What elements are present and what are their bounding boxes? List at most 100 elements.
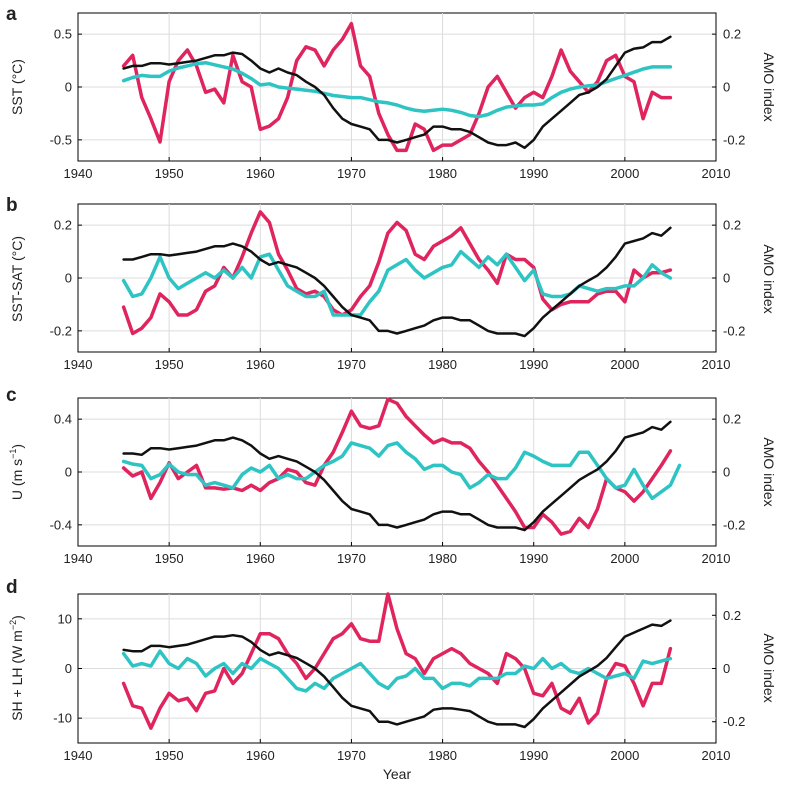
panel-b-xtick-label: 2000 xyxy=(610,357,639,372)
panel-d-x-ticks: 1940 1950 1960 1970 1980 1990 2000 2010 xyxy=(64,739,731,763)
panel-c-series-pink xyxy=(121,397,673,536)
panel-d-xtick-label: 1990 xyxy=(519,748,548,763)
panel-d-ytick-right-label: 0 xyxy=(723,661,730,676)
panel-c-right-ticks: 0.2 0 -0.2 xyxy=(712,412,745,532)
panel-a-ytick-label: 0 xyxy=(65,80,72,95)
panel-a-ylabel: SST (°C) xyxy=(9,59,25,115)
panel-d-right-ticks: 0.2 0 -0.2 xyxy=(712,608,745,729)
panel-b-ylabel: SST-SAT (°C) xyxy=(9,236,25,322)
panel-d-xtick-label: 1970 xyxy=(337,748,366,763)
panel-b-left-ticks: 0.2 0 -0.2 xyxy=(50,218,82,338)
panel-d-letter: d xyxy=(6,577,18,598)
panel-d-left-ticks: 10 0 -10 xyxy=(53,611,82,726)
panel-b-xtick-label: 1980 xyxy=(428,357,457,372)
panel-a-right-ticks: 0.2 0 -0.2 xyxy=(712,27,745,147)
panel-c-ylabel-right: AMO index xyxy=(761,437,777,506)
panel-b-xtick-label: 1960 xyxy=(246,357,275,372)
panel-c-ytick-label: 0 xyxy=(65,465,72,480)
panel-b-xtick-label: 1950 xyxy=(155,357,184,372)
panel-d-ylabel: SH + LH (W m−2) xyxy=(8,615,25,721)
panel-c-xtick-label: 1950 xyxy=(155,551,184,566)
panel-d-ytick-right-label: 0.2 xyxy=(723,608,741,623)
panel-c-lines xyxy=(121,397,682,536)
panel-d-ylabel-right: AMO index xyxy=(761,633,777,702)
panel-a-grid xyxy=(78,13,716,161)
panel-b-xtick-label: 1990 xyxy=(519,357,548,372)
x-axis-label: Year xyxy=(383,766,412,782)
panel-c-xtick-label: 2010 xyxy=(702,551,731,566)
panel-d-ytick-label: 10 xyxy=(58,611,72,626)
panel-a-xtick-label: 1970 xyxy=(337,166,366,181)
panel-c-xtick-label: 1970 xyxy=(337,551,366,566)
panel-c-ylabel-sup: −1 xyxy=(8,449,18,459)
panel-a-xtick-label: 1950 xyxy=(155,166,184,181)
panel-a-xtick-label: 1940 xyxy=(64,166,93,181)
panel-b-xtick-label: 2010 xyxy=(702,357,731,372)
panel-b-ytick-label: 0.2 xyxy=(54,218,72,233)
panel-c-ytick-label: -0.4 xyxy=(50,517,72,532)
panel-a: a 0.5 0 -0.5 0.2 0 -0.2 1940 1950 1960 1970 1980… xyxy=(6,4,777,181)
panel-a-ytick-right-label: -0.2 xyxy=(723,132,745,147)
panel-a-series-amo xyxy=(122,35,672,150)
panel-a-lines xyxy=(121,21,673,153)
panel-c-ytick-right-label: 0 xyxy=(723,465,730,480)
panel-a-xtick-label: 1960 xyxy=(246,166,275,181)
panel-c-left-ticks: 0.4 0 -0.4 xyxy=(50,412,82,532)
panel-b-ytick-label: -0.2 xyxy=(50,323,72,338)
panel-d-ylabel-main: SH + LH (W m xyxy=(9,630,25,721)
panel-b: b 0.2 0 -0.2 0.2 0 -0.2 1940 1950 1960 1970 1980… xyxy=(6,195,777,372)
panel-a-series-cyan xyxy=(121,60,673,119)
panel-a-xtick-label: 1980 xyxy=(428,166,457,181)
panel-d-xtick-label: 1980 xyxy=(428,748,457,763)
panel-c-ytick-right-label: -0.2 xyxy=(723,517,745,532)
panel-b-ytick-right-label: -0.2 xyxy=(723,323,745,338)
panel-c-ylabel: U (m s−1) xyxy=(8,444,25,500)
panel-b-series-amo xyxy=(122,226,672,338)
panel-c-ylabel-main: U (m s xyxy=(9,459,25,500)
panel-c-letter: c xyxy=(6,385,17,406)
panel-a-series-pink xyxy=(121,21,673,153)
panel-d-series-amo xyxy=(122,619,672,729)
panel-c-ytick-label: 0.4 xyxy=(54,412,72,427)
panel-d-xtick-label: 2010 xyxy=(702,748,731,763)
panel-d-xtick-label: 2000 xyxy=(610,748,639,763)
panel-c-xtick-label: 1980 xyxy=(428,551,457,566)
panel-b-ylabel-right: AMO index xyxy=(761,244,777,313)
panel-b-ytick-right-label: 0.2 xyxy=(723,218,741,233)
panel-b-x-ticks: 1940 1950 1960 1970 1980 1990 2000 2010 xyxy=(64,348,731,372)
panel-a-ytick-label: -0.5 xyxy=(50,132,72,147)
panel-a-xtick-label: 1990 xyxy=(519,166,548,181)
panel-a-x-ticks: 1940 1950 1960 1970 1980 1990 2000 2010 xyxy=(64,157,731,181)
panel-b-ytick-label: 0 xyxy=(65,271,72,286)
panel-d-lines xyxy=(121,592,673,730)
panel-a-left-ticks: 0.5 0 -0.5 xyxy=(50,27,82,147)
panel-c: c 0.4 0 -0.4 0.2 0 -0.2 1940 1950 1960 1970 1980… xyxy=(6,385,777,566)
panel-c-x-ticks: 1940 1950 1960 1970 1980 1990 2000 2010 xyxy=(64,542,731,566)
panel-c-xtick-label: 1990 xyxy=(519,551,548,566)
panel-b-ytick-right-label: 0 xyxy=(723,271,730,286)
panel-a-xtick-label: 2010 xyxy=(702,166,731,181)
panel-d-xtick-label: 1960 xyxy=(246,748,275,763)
panel-d-ytick-right-label: -0.2 xyxy=(723,714,745,729)
panel-b-letter: b xyxy=(6,195,18,216)
panel-d: d 100-10 0.20-0.2 1940 1950 1960 1970 1980 19… xyxy=(6,577,777,782)
panel-b-xtick-label: 1970 xyxy=(337,357,366,372)
panel-d-grid xyxy=(78,594,716,743)
panel-c-series-amo xyxy=(122,420,672,532)
panel-a-ytick-label: 0.5 xyxy=(54,27,72,42)
panel-a-letter: a xyxy=(6,4,17,25)
panel-c-xtick-label: 1960 xyxy=(246,551,275,566)
panel-d-ylabel-tail: ) xyxy=(9,615,25,620)
panel-d-series-cyan xyxy=(121,649,673,693)
panel-a-xtick-label: 2000 xyxy=(610,166,639,181)
panel-c-grid xyxy=(78,398,716,546)
panel-d-series-pink xyxy=(121,592,673,730)
panel-c-ylabel-tail: ) xyxy=(9,444,25,449)
panel-b-right-ticks: 0.2 0 -0.2 xyxy=(712,218,745,338)
panel-d-ytick-label: 0 xyxy=(65,661,72,676)
panel-a-ylabel-right: AMO index xyxy=(761,52,777,121)
panel-b-series-pink xyxy=(121,210,673,336)
panel-c-xtick-label: 2000 xyxy=(610,551,639,566)
panel-b-xtick-label: 1940 xyxy=(64,357,93,372)
